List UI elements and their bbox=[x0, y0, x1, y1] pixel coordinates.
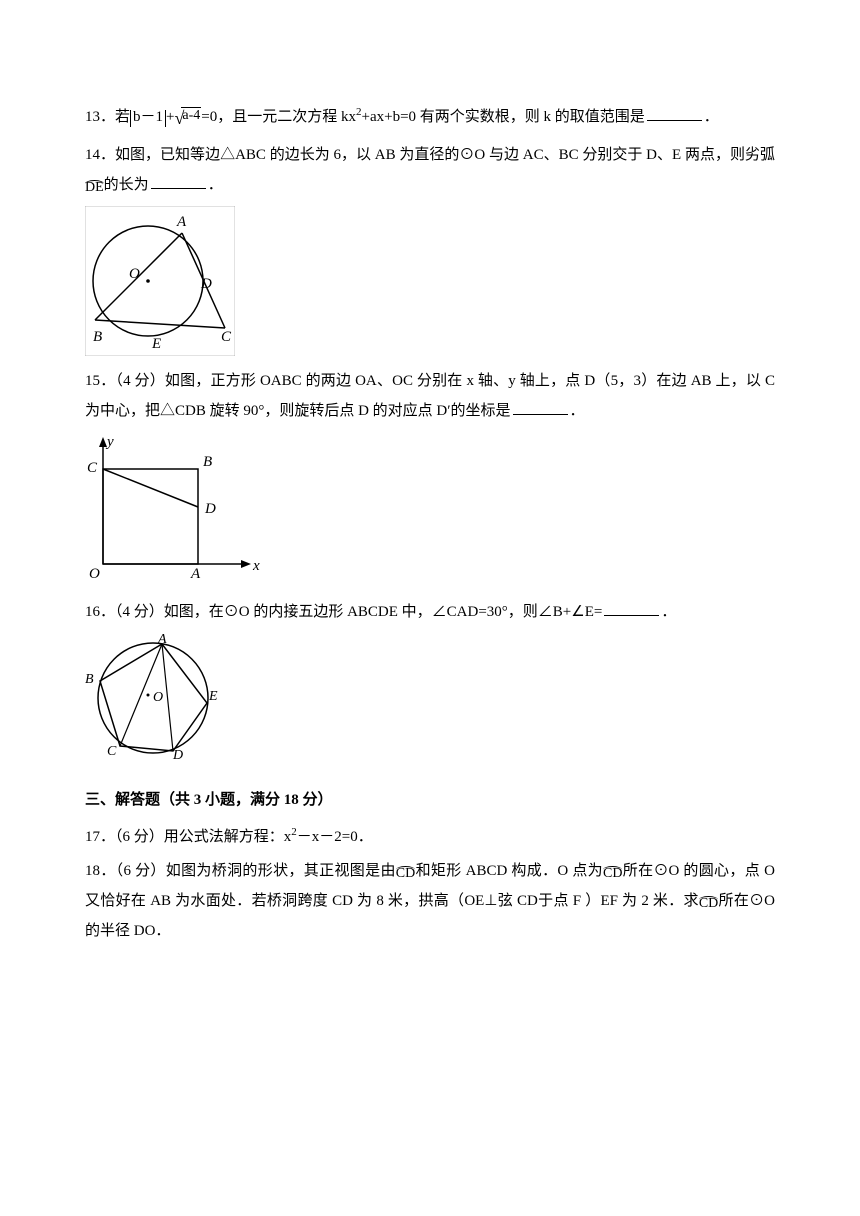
svg-text:E: E bbox=[151, 336, 161, 352]
figure-14-svg: A B C D E O bbox=[85, 206, 235, 356]
q14-blank bbox=[151, 171, 206, 189]
svg-text:C: C bbox=[221, 329, 232, 345]
q16-blank bbox=[604, 598, 659, 616]
svg-text:A: A bbox=[176, 214, 187, 230]
svg-text:D: D bbox=[204, 501, 216, 517]
question-16: 16．（4 分）如图，在⊙O 的内接五边形 ABCDE 中，∠CAD=30°，则… bbox=[85, 597, 775, 627]
q18-arc1: CD bbox=[396, 866, 415, 881]
svg-text:O: O bbox=[89, 566, 100, 582]
svg-text:C: C bbox=[107, 744, 117, 759]
svg-text:B: B bbox=[93, 329, 102, 345]
svg-text:E: E bbox=[208, 689, 218, 704]
svg-text:D: D bbox=[172, 748, 183, 761]
q18-arc2: CD bbox=[603, 866, 622, 881]
q14-text-c: ． bbox=[208, 177, 223, 193]
q13-text-a: ．若 bbox=[100, 109, 130, 125]
q13-text-d: ． bbox=[704, 109, 719, 125]
figure-15-svg: y x O C B D A bbox=[85, 432, 260, 587]
svg-text:y: y bbox=[105, 434, 114, 450]
svg-text:D: D bbox=[200, 276, 212, 292]
q13-plus: + bbox=[166, 109, 174, 125]
q18-text-b: 和矩形 ABCD 构成．O 点为 bbox=[415, 863, 603, 879]
q15-text-a: ．（4 分）如图，正方形 OABC 的两边 OA、OC 分别在 x 轴、y 轴上… bbox=[85, 373, 775, 419]
q18-arc3: CD bbox=[699, 896, 718, 911]
q17-text-a: ．（6 分）用公式法解方程：x bbox=[100, 829, 291, 845]
svg-text:A: A bbox=[157, 633, 167, 647]
svg-text:O: O bbox=[129, 266, 140, 282]
q13-blank bbox=[647, 103, 702, 121]
question-13: 13．若b－1+√a-4=0，且一元二次方程 kx2+ax+b=0 有两个实数根… bbox=[85, 100, 775, 136]
q14-num: 14 bbox=[85, 147, 100, 163]
svg-text:O: O bbox=[153, 690, 163, 705]
q15-num: 15 bbox=[85, 373, 100, 389]
q13-text-c: +ax+b=0 有两个实数根，则 k 的取值范围是 bbox=[362, 109, 645, 125]
q18-num: 18 bbox=[85, 863, 100, 879]
q13-sqrt: √a-4 bbox=[175, 100, 202, 136]
q14-arc: DE bbox=[85, 180, 104, 195]
q15-text-b: ． bbox=[570, 403, 585, 419]
q17-num: 17 bbox=[85, 829, 100, 845]
svg-text:B: B bbox=[85, 672, 94, 687]
svg-text:B: B bbox=[203, 454, 212, 470]
figure-16-svg: A B E C D O bbox=[85, 633, 225, 761]
question-18: 18．（6 分）如图为桥洞的形状，其正视图是由CD和矩形 ABCD 构成．O 点… bbox=[85, 856, 775, 946]
svg-text:x: x bbox=[252, 558, 260, 574]
q13-abs: b－1 bbox=[130, 109, 166, 125]
svg-text:C: C bbox=[87, 460, 98, 476]
section-3-title: 三、解答题（共 3 小题，满分 18 分） bbox=[85, 785, 775, 815]
question-15: 15．（4 分）如图，正方形 OABC 的两边 OA、OC 分别在 x 轴、y … bbox=[85, 366, 775, 426]
question-17: 17．（6 分）用公式法解方程：x2－x－2=0． bbox=[85, 821, 775, 852]
q14-text-a: ．如图，已知等边△ABC 的边长为 6，以 AB 为直径的⊙O 与边 AC、BC… bbox=[100, 147, 775, 163]
figure-16: A B E C D O bbox=[85, 633, 775, 761]
svg-text:A: A bbox=[190, 566, 201, 582]
figure-14: A B C D E O bbox=[85, 206, 775, 356]
figure-15: y x O C B D A bbox=[85, 432, 775, 587]
q13-num: 13 bbox=[85, 109, 100, 125]
q18-text-a: ．（6 分）如图为桥洞的形状，其正视图是由 bbox=[100, 863, 396, 879]
question-14: 14．如图，已知等边△ABC 的边长为 6，以 AB 为直径的⊙O 与边 AC、… bbox=[85, 140, 775, 200]
q16-text-b: ． bbox=[661, 604, 676, 620]
q16-num: 16 bbox=[85, 604, 100, 620]
q17-text-b: －x－2=0． bbox=[297, 829, 373, 845]
q15-blank bbox=[513, 397, 568, 415]
q13-text-b: =0，且一元二次方程 kx bbox=[201, 109, 356, 125]
q16-text-a: ．（4 分）如图，在⊙O 的内接五边形 ABCDE 中，∠CAD=30°，则∠B… bbox=[100, 604, 602, 620]
q14-text-b: 的长为 bbox=[104, 177, 149, 193]
